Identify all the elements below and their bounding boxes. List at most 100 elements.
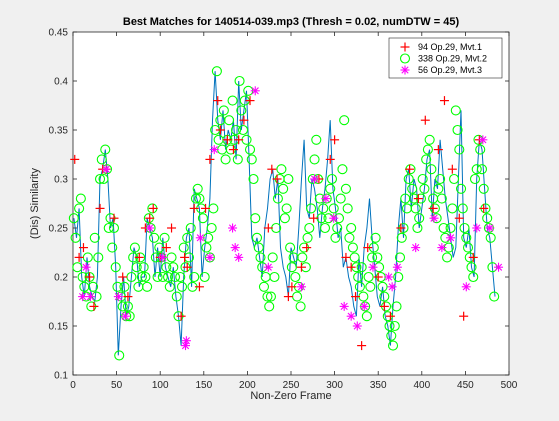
data-point-asterisk	[446, 233, 456, 243]
data-point-plus	[454, 213, 464, 223]
data-point-circle	[265, 291, 276, 302]
data-point-circle	[386, 330, 397, 341]
data-point-circle	[339, 115, 350, 126]
data-point-plus	[373, 272, 383, 282]
x-tick-label: 350	[370, 380, 387, 391]
data-point-circle	[110, 262, 121, 273]
data-point-circle	[68, 213, 79, 224]
y-tick-label: 0.3	[54, 175, 68, 186]
data-point-plus	[468, 252, 478, 262]
data-point-circle	[421, 154, 432, 165]
data-point-asterisk	[392, 262, 402, 272]
data-point-circle	[318, 203, 329, 214]
data-point-asterisk	[339, 301, 349, 311]
data-point-circle	[438, 222, 449, 234]
data-point-circle	[311, 134, 322, 145]
data-point-circle	[119, 281, 130, 292]
data-point-circle	[449, 173, 460, 185]
data-point-circle	[232, 154, 243, 165]
x-tick-label: 500	[501, 380, 518, 391]
data-point-plus	[309, 213, 319, 223]
data-point-circle	[356, 262, 367, 273]
data-point-circle	[138, 262, 149, 273]
data-point-asterisk	[81, 262, 91, 272]
data-point-circle	[272, 193, 283, 204]
data-point-circle	[131, 262, 142, 273]
data-point-circle	[328, 203, 339, 214]
data-point-circle	[122, 301, 133, 312]
data-point-circle	[391, 301, 402, 312]
data-point-circle	[159, 232, 170, 243]
data-point-circle	[457, 203, 468, 214]
data-point-plus	[385, 311, 395, 321]
data-point-asterisk	[387, 282, 397, 292]
data-point-circle	[178, 242, 189, 253]
data-point-plus	[145, 213, 155, 223]
data-point-circle	[262, 291, 273, 302]
data-point-circle	[100, 144, 111, 155]
data-point-circle	[332, 222, 343, 234]
data-point-circle	[112, 281, 123, 292]
data-point-circle	[276, 164, 287, 175]
data-point-plus	[215, 125, 225, 135]
data-point-circle	[103, 222, 114, 234]
data-point-circle	[478, 183, 489, 194]
data-point-plus	[459, 311, 469, 321]
data-point-asterisk	[296, 282, 306, 292]
data-point-circle	[283, 173, 294, 185]
legend-marker-circle	[399, 53, 411, 64]
data-point-asterisk	[461, 282, 471, 292]
data-point-circle	[485, 232, 496, 243]
data-point-plus	[351, 292, 361, 302]
legend-entry-label: 94 Op.29, Mvt.1	[418, 42, 482, 52]
data-point-circle	[367, 252, 378, 263]
legend-entry-label: 56 Op.29, Mvt.3	[418, 65, 482, 75]
data-point-plus	[134, 252, 144, 262]
data-point-plus	[272, 174, 282, 184]
data-point-asterisk	[101, 164, 111, 174]
data-point-plus	[330, 135, 340, 145]
data-point-asterisk	[250, 86, 260, 96]
data-point-circle	[164, 281, 175, 292]
data-point-circle	[455, 183, 467, 194]
data-point-asterisk	[411, 243, 421, 253]
data-point-circle	[354, 281, 365, 292]
data-point-asterisk	[113, 292, 123, 302]
data-point-asterisk	[263, 262, 273, 272]
data-point-asterisk	[78, 292, 88, 302]
data-point-circle	[168, 262, 179, 273]
data-point-plus	[85, 272, 95, 282]
data-point-circle	[393, 271, 404, 283]
legend: 94 Op.29, Mvt.1 338 Op.29, Mvt.256 Op.29,…	[388, 37, 503, 79]
data-point-asterisk	[234, 252, 244, 262]
data-point-circle	[149, 232, 160, 243]
data-point-circle	[419, 183, 430, 194]
data-point-circle	[436, 193, 447, 204]
data-point-plus	[433, 145, 443, 155]
data-point-plus	[176, 311, 186, 321]
data-point-circle	[98, 173, 109, 185]
data-point-circle	[157, 271, 168, 283]
data-point-plus	[123, 292, 133, 302]
data-point-circle	[114, 350, 125, 361]
data-point-circle	[412, 222, 423, 234]
data-point-circle	[445, 222, 456, 234]
data-point-circle	[450, 105, 461, 116]
data-point-circle	[192, 183, 203, 194]
x-tick-label: 100	[152, 380, 169, 391]
data-point-circle	[206, 222, 217, 234]
data-point-circle	[253, 242, 264, 253]
data-point-circle	[330, 232, 341, 243]
data-point-circle	[372, 252, 383, 263]
data-point-asterisk	[384, 272, 394, 282]
data-point-circle	[489, 291, 500, 302]
data-point-plus	[413, 194, 423, 204]
data-point-circle	[250, 213, 261, 224]
data-point-circle	[161, 262, 172, 273]
y-tick-label: 0.2	[54, 273, 68, 284]
data-point-circle	[422, 144, 433, 155]
data-point-circle	[185, 222, 196, 234]
marker-layer	[68, 66, 504, 361]
data-point-circle	[365, 281, 376, 292]
data-point-circle	[417, 173, 428, 185]
